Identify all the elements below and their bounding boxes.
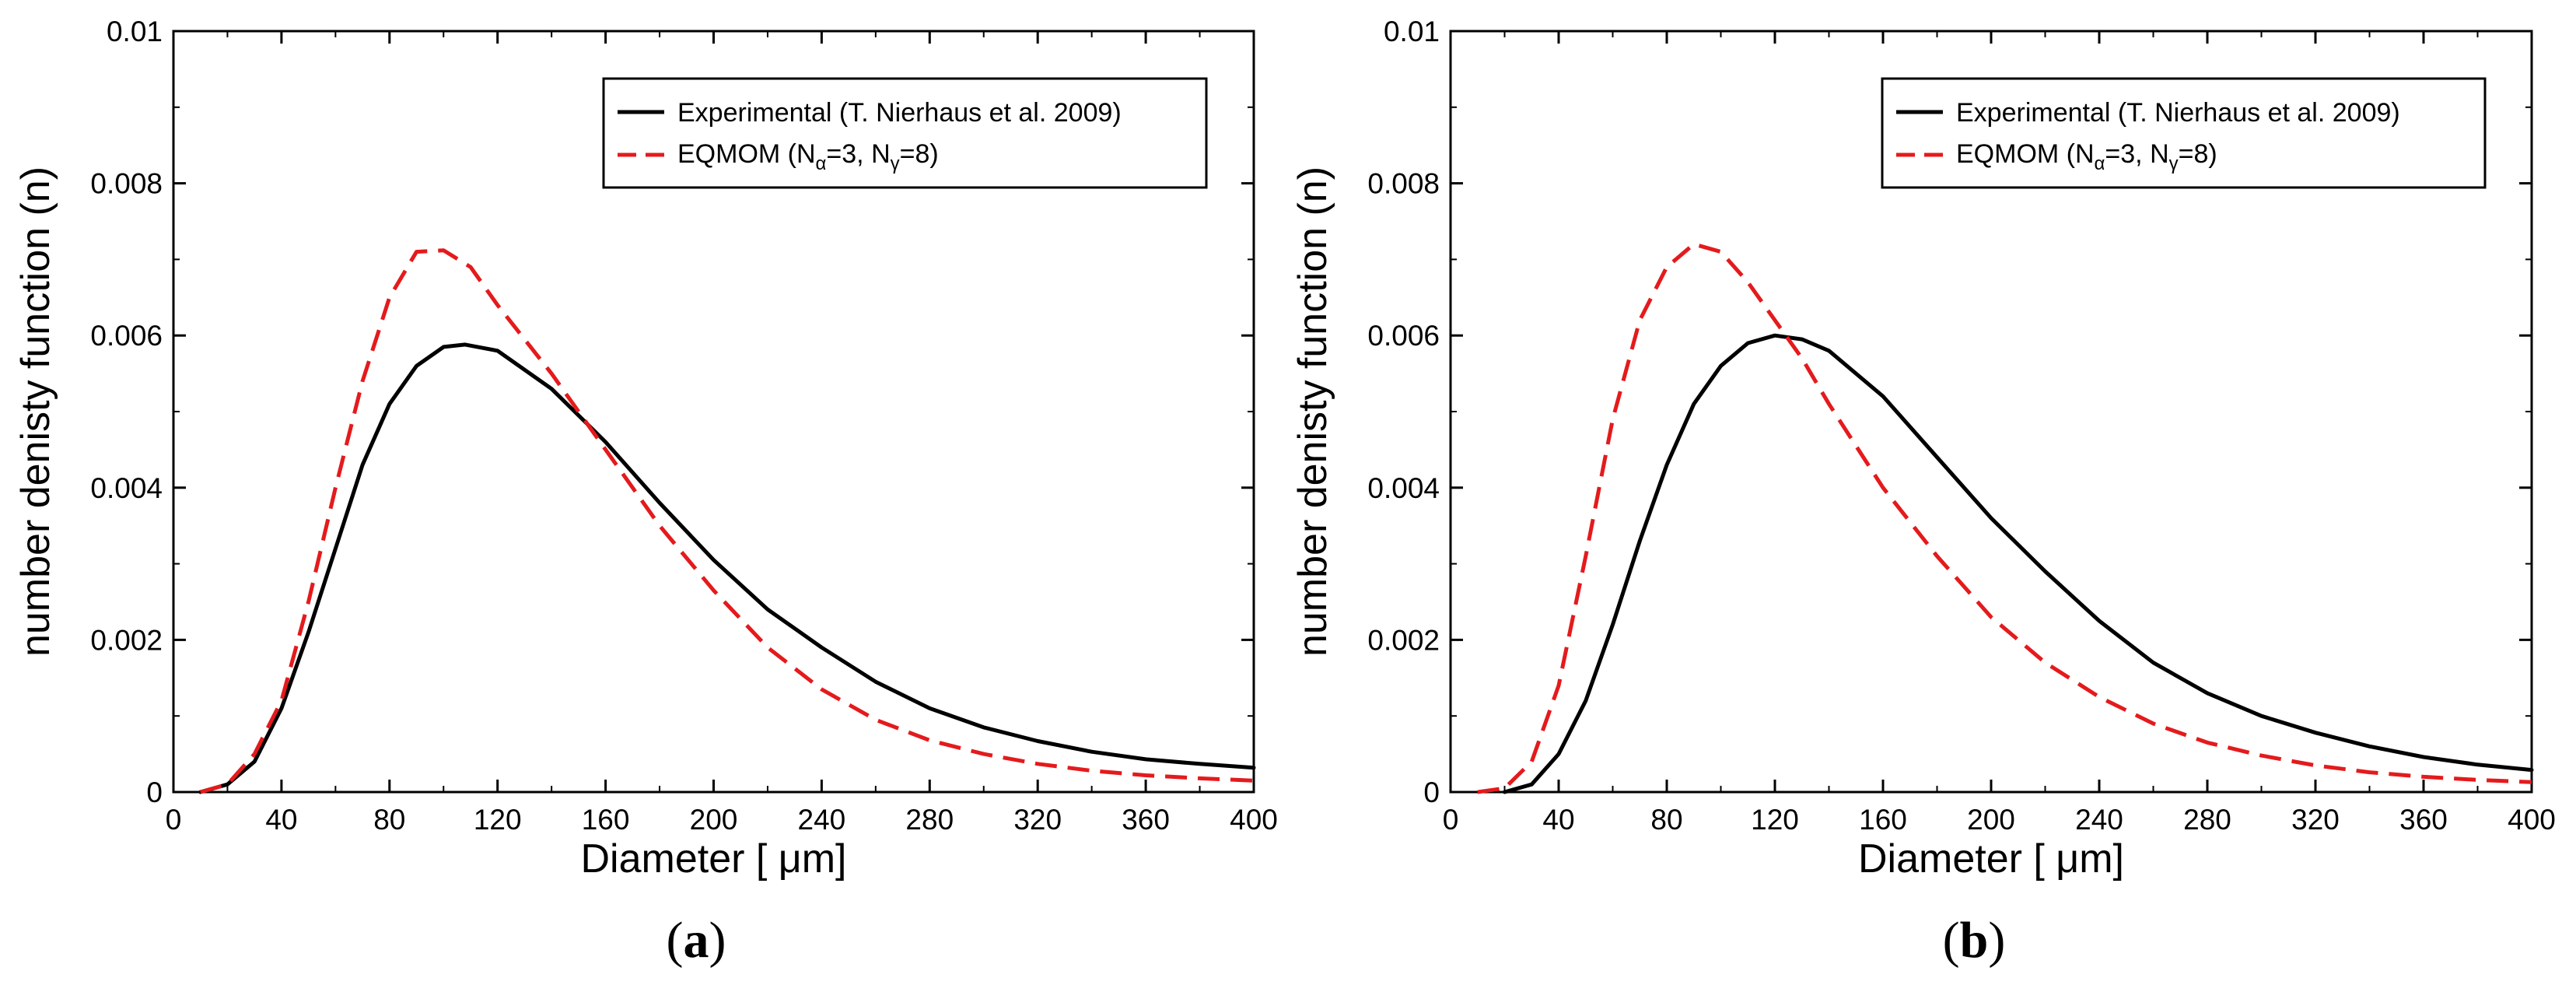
- panel-label-open: (: [1943, 912, 1960, 969]
- x-tick-label: 160: [1859, 804, 1907, 836]
- legend-label-part: =3, N: [826, 139, 890, 169]
- series-line-experimental: [198, 342, 1256, 794]
- panel-label-letter: b: [1960, 912, 1989, 969]
- x-tick-label: 280: [2183, 804, 2231, 836]
- y-tick-label: 0: [1423, 776, 1440, 808]
- x-tick-label: 240: [798, 804, 846, 836]
- panel-label-close: ): [709, 912, 726, 969]
- y-tick-label: 0.002: [1367, 624, 1440, 656]
- legend-label-part: α: [2095, 153, 2105, 174]
- x-tick-label: 40: [265, 804, 297, 836]
- legend-label-eqmom: EQMOM (Nα=3, Nγ=8): [1956, 139, 2217, 174]
- x-tick-label: 400: [2508, 804, 2556, 836]
- legend-label-part: =8): [900, 139, 939, 169]
- legend-label-part: γ: [2169, 153, 2179, 174]
- x-tick-label: 240: [2075, 804, 2123, 836]
- x-tick-label: 360: [2399, 804, 2448, 836]
- y-tick-label: 0.006: [90, 320, 163, 352]
- legend-label-part: α: [816, 153, 827, 174]
- x-tick-label: 320: [2291, 804, 2340, 836]
- y-tick-label: 0.006: [1367, 320, 1440, 352]
- panel-label: (a): [667, 912, 726, 969]
- chart-panel-a: 0 40 80 120 160 200 240 280 320 360 400 0 0.002 0.004…: [13, 16, 1278, 969]
- x-tick-label: 80: [1650, 804, 1682, 836]
- y-tick-label: 0.01: [107, 16, 163, 47]
- y-tick-label: 0.01: [1384, 16, 1440, 47]
- chart-panel-b: 0 40 80 120 160 200 240 280 320 360 400 0 0.002 0.004…: [1290, 16, 2556, 969]
- series-line-experimental: [1503, 333, 2534, 794]
- y-tick-label: 0.008: [1367, 168, 1440, 200]
- x-tick-label: 120: [474, 804, 522, 836]
- x-tick-label: 360: [1122, 804, 1170, 836]
- x-tick-label: 0: [166, 804, 182, 836]
- x-tick-label: 320: [1013, 804, 1062, 836]
- legend-label-part: γ: [891, 153, 900, 174]
- legend: Experimental (T. Nierhaus et al. 2009) EQ…: [602, 77, 1208, 189]
- y-tick-label: 0.004: [90, 472, 163, 504]
- legend-label-eqmom: EQMOM (Nα=3, Nγ=8): [677, 139, 939, 174]
- y-tick-label: 0.004: [1367, 472, 1440, 504]
- x-tick-label: 0: [1443, 804, 1459, 836]
- panel-label-letter: a: [684, 912, 709, 969]
- panel-label-close: ): [1988, 912, 2005, 969]
- series-line-eqmom: [1477, 242, 2532, 794]
- y-tick-label: 0: [146, 776, 163, 808]
- x-tick-label: 200: [1967, 804, 2015, 836]
- y-axis-title: number denisty function (n): [1290, 167, 1335, 657]
- y-tick-label: 0.002: [90, 624, 163, 656]
- legend-label-part: =3, N: [2105, 139, 2168, 169]
- series-line-eqmom: [200, 248, 1255, 794]
- y-axis-title: number denisty function (n): [13, 167, 58, 657]
- legend-label-experimental: Experimental (T. Nierhaus et al. 2009): [1956, 98, 2400, 128]
- x-tick-label: 280: [905, 804, 954, 836]
- legend-label-part: EQMOM (N: [1956, 139, 2095, 169]
- x-tick-label: 200: [690, 804, 738, 836]
- x-tick-label: 80: [373, 804, 405, 836]
- y-tick-label: 0.008: [90, 168, 163, 200]
- legend: Experimental (T. Nierhaus et al. 2009) EQ…: [1881, 77, 2487, 189]
- x-tick-label: 120: [1751, 804, 1799, 836]
- legend-box: [1881, 77, 2487, 189]
- x-axis-title: Diameter [ μm]: [580, 836, 846, 882]
- legend-box: [602, 77, 1208, 189]
- x-tick-label: 160: [582, 804, 630, 836]
- x-tick-label: 400: [1230, 804, 1278, 836]
- legend-label-part: EQMOM (N: [677, 139, 816, 169]
- x-axis-title: Diameter [ μm]: [1858, 836, 2124, 882]
- panel-label: (b): [1943, 912, 2006, 969]
- panel-label-open: (: [667, 912, 684, 969]
- legend-label-experimental: Experimental (T. Nierhaus et al. 2009): [677, 98, 1122, 128]
- legend-label-part: =8): [2179, 139, 2217, 169]
- x-tick-label: 40: [1542, 804, 1574, 836]
